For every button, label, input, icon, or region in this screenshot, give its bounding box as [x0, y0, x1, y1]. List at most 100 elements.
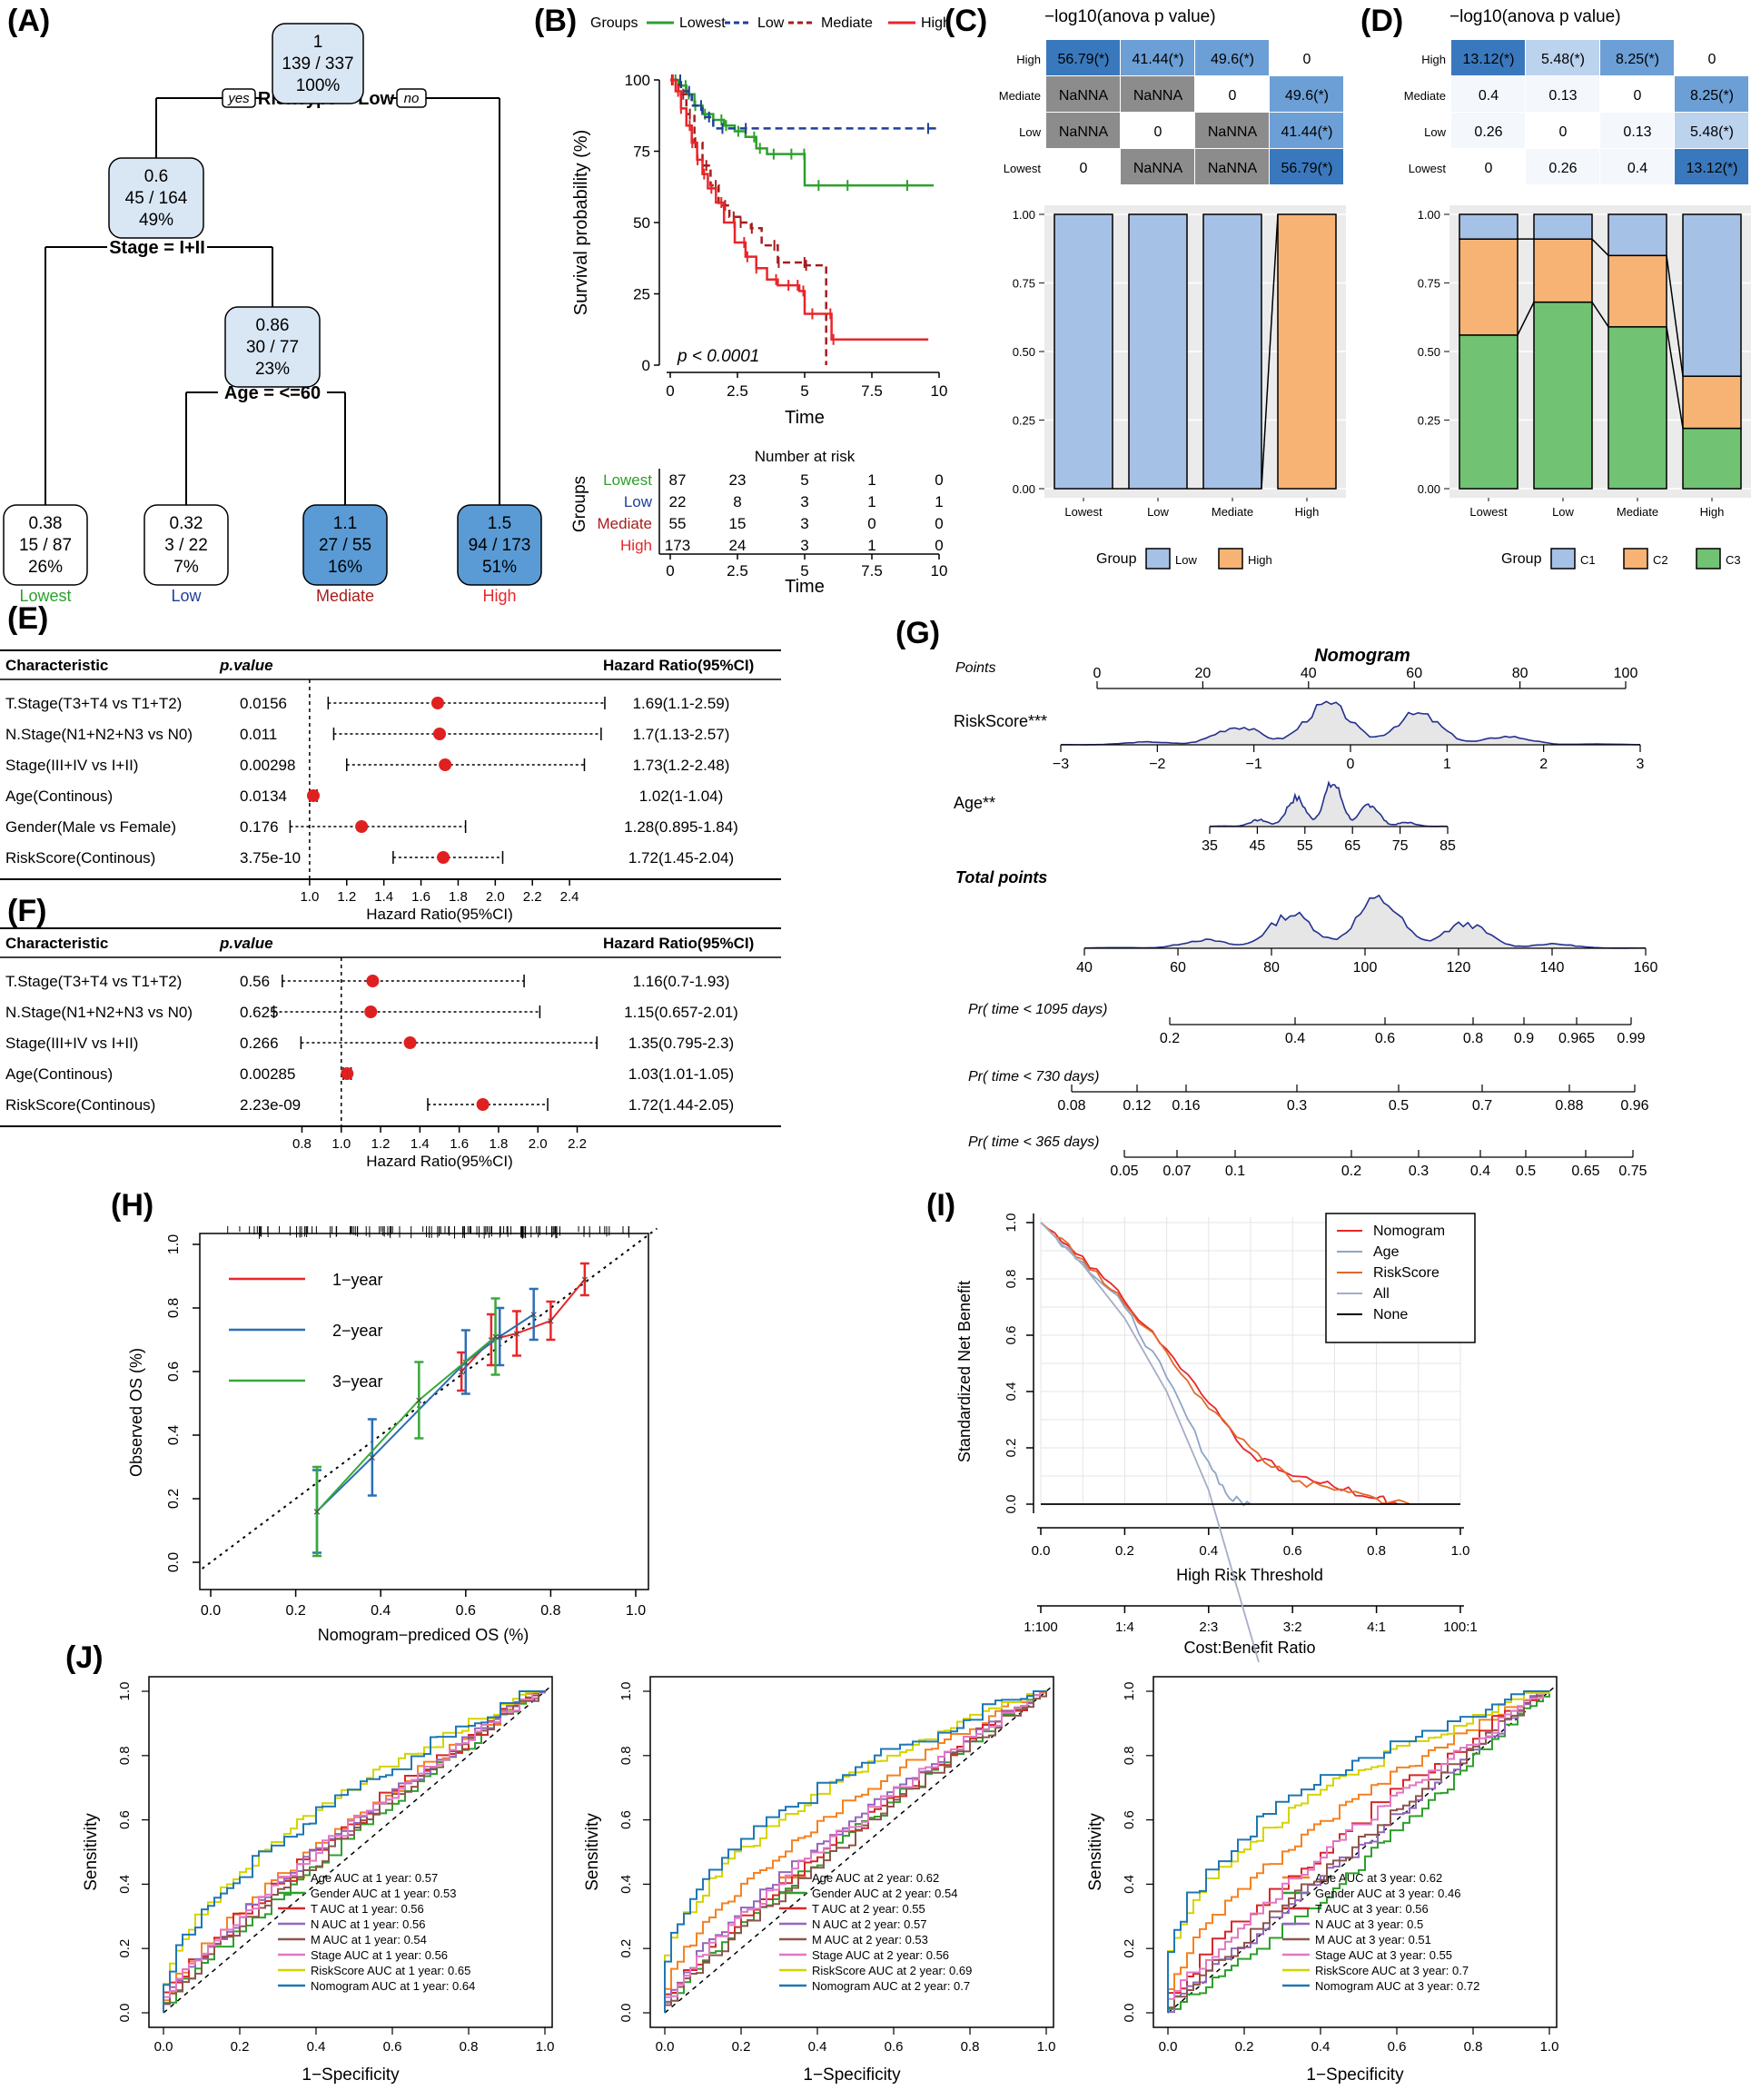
total-density-line — [1083, 894, 1647, 949]
c-heat-cell — [1121, 76, 1194, 112]
age-tick-label: 85 — [1439, 838, 1456, 854]
forest-row-name: Age(Continous) — [5, 1065, 113, 1083]
dca-ytick-label: 1.0 — [1004, 1213, 1019, 1233]
roc-legend-label: N AUC at 2 year: 0.57 — [812, 1917, 926, 1931]
km-ytick-label: 0 — [642, 357, 650, 374]
tree-root-pct: 100% — [296, 76, 341, 95]
pr1095-tick-label: 0.965 — [1558, 1031, 1595, 1046]
km-legend-title: Groups — [590, 15, 638, 31]
age-density-line — [1209, 780, 1449, 827]
roc-xtick-label: 0.8 — [961, 2039, 980, 2055]
age-tick-label: 75 — [1392, 838, 1409, 854]
dca-legend-label-age: Age — [1373, 1244, 1400, 1260]
c-heat-cell — [1270, 40, 1343, 75]
dca-curve-riskscore — [1040, 1222, 1410, 1505]
calib-point: × — [547, 1313, 554, 1328]
roc-ytick-label: 1.0 — [117, 1682, 133, 1701]
tree-leaf-mediate-count: 27 / 55 — [319, 536, 371, 555]
risk-count: 5 — [800, 471, 808, 489]
risk-count: 3 — [800, 493, 808, 510]
c-legend-swatch — [1145, 548, 1171, 570]
split-bg — [107, 236, 207, 258]
d-heat-cell — [1526, 76, 1599, 112]
roc-legend-label: Age AUC at 2 year: 0.62 — [812, 1871, 939, 1885]
calib-point: × — [369, 1451, 376, 1465]
d-heat-value: 0 — [1634, 88, 1642, 104]
panel-i-decision-curve: 0.0 0.2 0.4 0.6 0.8 1.0 0.0 0.2 0.4 0.6 0.8 1.0 High… — [955, 1213, 1478, 1663]
risk-count: 1 — [867, 537, 876, 554]
forest-row-hr: 1.35(0.795-2.3) — [628, 1035, 734, 1052]
km-legend-high: High — [921, 15, 951, 31]
risk-tick-label: 2 — [1539, 757, 1548, 772]
roc-curve-n-3 — [1167, 1690, 1549, 2014]
d-connector — [1591, 302, 1609, 328]
nomogram-risk-label: RiskScore*** — [954, 712, 1047, 730]
forest-row-hr: 1.28(0.895-1.84) — [624, 818, 738, 836]
forest-xtick-label: 0.8 — [292, 1136, 312, 1152]
dca-legend-label-nomogram: Nomogram — [1373, 1223, 1445, 1239]
roc-diagonal — [163, 1684, 553, 2014]
d-connector — [1666, 255, 1684, 377]
forest-header-hr: Hazard Ratio(95%CI) — [603, 935, 754, 952]
calib-xtick-label: 0.6 — [456, 1603, 476, 1619]
calib-ytick-label: 0.2 — [166, 1489, 182, 1509]
d-heat-cell — [1600, 40, 1674, 75]
d-heat-value: 0 — [1708, 52, 1716, 67]
pr1095-tick-label: 0.8 — [1463, 1031, 1483, 1046]
forest-point — [355, 820, 369, 833]
d-bar-segment — [1533, 213, 1593, 240]
dca-xtick-label: 0.4 — [1199, 1543, 1218, 1559]
c-heat-cell — [1195, 40, 1269, 75]
pr730-tick-label: 0.3 — [1287, 1098, 1307, 1114]
c-heat-value: 41.44(*) — [1133, 52, 1184, 67]
forest-point — [437, 851, 450, 864]
risk-count: 0 — [935, 471, 943, 489]
tree-root-count: 139 / 337 — [282, 54, 353, 74]
roc-legend-label: Nomogram AUC at 2 year: 0.7 — [812, 1979, 970, 1993]
tree-leaf-lowest-value: 0.38 — [29, 514, 63, 533]
risk-density-fill — [1061, 701, 1640, 745]
km-xtick-label: 5 — [800, 382, 808, 400]
forest-xtick-label: 2.0 — [529, 1136, 548, 1152]
dca-legend-label-none: None — [1373, 1307, 1408, 1322]
dca-ytick-label: 0.4 — [1004, 1382, 1019, 1402]
forest-row-name: Stage(III+IV vs I+II) — [5, 1035, 138, 1052]
risk-count: 8 — [733, 493, 741, 510]
roc-curve-m-2 — [664, 1691, 1047, 2013]
split-age: Age = <=60 — [224, 383, 321, 403]
forest-row-name: N.Stage(N1+N2+N3 vs N0) — [5, 726, 193, 743]
d-heat-value: 0.13 — [1623, 124, 1651, 140]
pr365-tick-label: 0.07 — [1162, 1164, 1191, 1179]
roc-curve-nomogram-3 — [1167, 1690, 1549, 2013]
tree-root-value: 1 — [313, 33, 323, 52]
roc-xlabel: 1−Specificity — [1306, 2065, 1404, 2085]
tree-leaf-high-value: 1.5 — [488, 514, 511, 533]
forest-header-char: Characteristic — [5, 935, 108, 952]
risk-count: 1 — [935, 493, 943, 510]
forest-axis-label: Hazard Ratio(95%CI) — [366, 906, 513, 923]
roc-legend-label: M AUC at 3 year: 0.51 — [1315, 1933, 1431, 1946]
risk-count: 1 — [867, 471, 876, 489]
tree-leaf-high-box — [457, 504, 542, 586]
d-legend-label: C2 — [1653, 553, 1668, 567]
roc-legend-label: T AUC at 1 year: 0.56 — [311, 1902, 424, 1916]
km-xlabel: Time — [785, 408, 825, 428]
dca-xtick-label: 0.8 — [1367, 1543, 1386, 1559]
roc-ylabel: Sensitivity — [82, 1813, 101, 1891]
panel-e-forest: Characteristic p.value Hazard Ratio(95%CI)… — [0, 649, 781, 923]
calib-legend-label-1: 1−year — [332, 1271, 383, 1289]
d-ytick-label: 0.75 — [1418, 277, 1440, 291]
d-bar-segment — [1608, 326, 1667, 490]
risk-xlabel: Time — [785, 577, 825, 597]
tree-node3-count: 30 / 77 — [246, 338, 299, 357]
forest-row-name: RiskScore(Continous) — [5, 1096, 155, 1114]
d-bar-segment — [1533, 238, 1593, 303]
c-heat-cell — [1121, 40, 1194, 75]
forest-row-p: 0.0134 — [240, 788, 287, 805]
c-heat-value: 0 — [1229, 88, 1237, 104]
forest-xtick-label: 1.8 — [490, 1136, 509, 1152]
d-heat-cell — [1451, 113, 1525, 148]
c-xtick-label: Mediate — [1212, 505, 1253, 519]
roc-legend-label: N AUC at 3 year: 0.5 — [1315, 1917, 1423, 1931]
